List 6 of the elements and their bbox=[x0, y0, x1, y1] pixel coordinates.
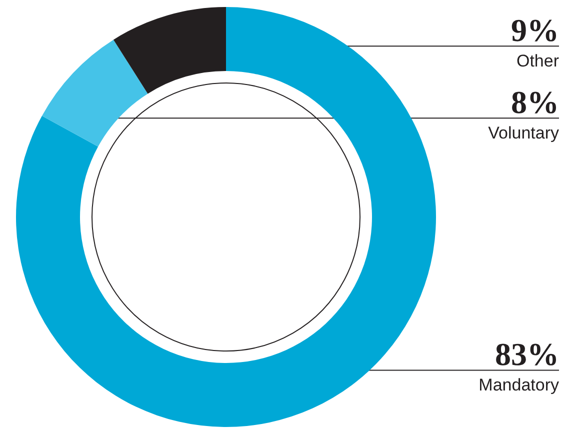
slice-label: Mandatory bbox=[478, 376, 560, 395]
slice-label: Voluntary bbox=[488, 124, 560, 143]
data-label: 8% bbox=[511, 84, 559, 120]
slice-label: Other bbox=[516, 52, 560, 71]
data-label: 9% bbox=[511, 12, 559, 48]
data-label: 83% bbox=[495, 336, 559, 372]
